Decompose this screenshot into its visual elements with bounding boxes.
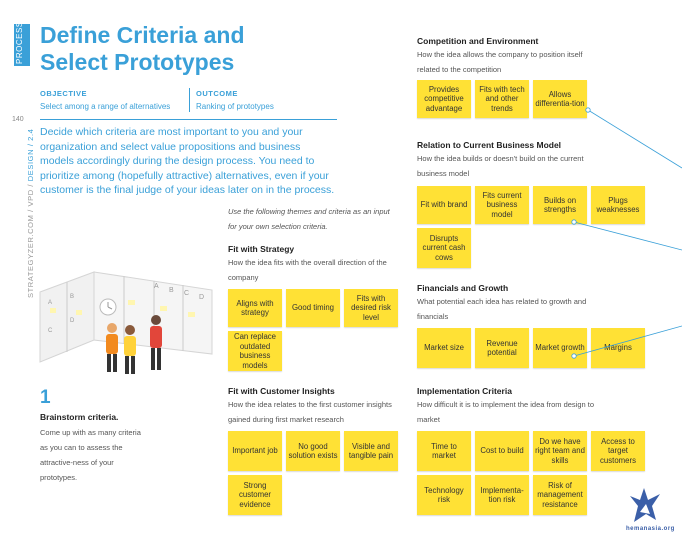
strategy-title: Fit with Strategy	[228, 244, 295, 254]
connector-line	[573, 221, 682, 251]
note-time-to-market: Time to market	[417, 431, 471, 471]
note-important-job: Important job	[228, 431, 282, 471]
note-revenue-potential: Revenue potential	[475, 328, 529, 368]
note-fits-current-business-model: Fits current business model	[475, 186, 529, 224]
objective-rule	[40, 119, 337, 120]
objective-text: Select among a range of alternatives	[40, 102, 171, 111]
mini-sticky	[188, 312, 195, 317]
business-model-description: How the idea builds or doesn't build on …	[417, 154, 584, 178]
note-technology-risk: Technology risk	[417, 475, 471, 515]
note-disrupts-current-cash-cows: Disrupts current cash cows	[417, 228, 471, 268]
hint-text: Use the following themes and criteria as…	[228, 207, 390, 231]
board2-label-c: C	[184, 290, 189, 297]
outcome-text: Ranking of prototypes	[196, 102, 274, 111]
note-margins: Margins	[591, 328, 645, 368]
mini-sticky	[160, 306, 167, 311]
competition-title: Competition and Environment	[417, 36, 539, 46]
objective-label: OBJECTIVE	[40, 89, 88, 98]
step-description: Come up with as many criteria as you can…	[40, 428, 141, 482]
note-fits-with-tech-and-other-trends: Fits with tech and other trends	[475, 80, 529, 118]
mini-sticky	[50, 308, 56, 313]
board1-label-c: C	[48, 328, 53, 334]
note-risk-of-management-resistance: Risk of management resistance	[533, 475, 587, 515]
competition-description: How the idea allows the company to posit…	[417, 50, 583, 74]
note-implementation-risk: Implementa-tion risk	[475, 475, 529, 515]
note-provides-competitive-advantage: Provides competitive advantage	[417, 80, 471, 118]
note-can-replace-outdated-business-models: Can replace outdated business models	[228, 331, 282, 371]
note-market-growth: Market growth	[533, 328, 587, 368]
spine-section: DESIGN / 2.4	[26, 128, 35, 182]
implementation-title: Implementation Criteria	[417, 386, 512, 396]
note-aligns-with-strategy: Aligns with strategy	[228, 289, 282, 327]
financials-description: What potential each idea has related to …	[417, 297, 587, 321]
page-number: 140	[12, 116, 24, 123]
outcome-label: OUTCOME	[196, 89, 238, 98]
process-tab-label: PROCESS	[15, 21, 24, 64]
note-allows-differentiation: Allows differentia-tion	[533, 80, 587, 118]
note-cost-to-build: Cost to build	[475, 431, 529, 471]
board2-label-b: B	[169, 287, 174, 294]
board1-label-a: A	[48, 300, 52, 306]
note-access-to-target-customers: Access to target customers	[591, 431, 645, 471]
note-fit-with-brand: Fit with brand	[417, 186, 471, 224]
note-good-timing: Good timing	[286, 289, 340, 327]
note-market-size: Market size	[417, 328, 471, 368]
bird-logo-icon	[630, 488, 660, 522]
mini-sticky	[76, 310, 82, 315]
board2-label-a: A	[154, 283, 159, 290]
note-no-good-solution-exists: No good solution exists	[286, 431, 340, 471]
logo-text: hemanasia.org	[626, 526, 675, 532]
spine-text: STRATEGYZER.COM / VPD / DESIGN / 2.4	[26, 129, 35, 298]
board1-label-d: D	[70, 318, 75, 324]
person-yellow	[124, 325, 136, 374]
note-do-we-have-right-team-and-skills: Do we have right team and skills	[533, 431, 587, 471]
implementation-description: How difficult it is to implement the ide…	[417, 400, 595, 424]
step-title: Brainstorm criteria.	[40, 412, 119, 422]
board2-label-d: D	[199, 294, 204, 301]
page-title-line2: Select Prototypes	[40, 49, 235, 75]
strategy-description: How the idea fits with the overall direc…	[228, 258, 387, 282]
person-orange	[106, 323, 118, 372]
objective-divider	[189, 88, 190, 112]
intro-paragraph: Decide which criteria are most important…	[40, 126, 335, 196]
brainstorm-illustration: A B C D A B C D	[39, 271, 213, 374]
connector-line	[587, 109, 682, 169]
page-title-line1: Define Criteria and	[40, 22, 245, 48]
insights-description: How the idea relates to the first custom…	[228, 400, 392, 424]
mini-sticky	[128, 300, 135, 305]
board1-label-b: B	[70, 294, 74, 300]
insights-title: Fit with Customer Insights	[228, 386, 335, 396]
note-visible-and-tangible-pain: Visible and tangible pain	[344, 431, 398, 471]
step-number: 1	[40, 387, 51, 408]
page-title: Define Criteria and Select Prototypes	[40, 22, 245, 76]
note-builds-on-strengths: Builds on strengths	[533, 186, 587, 224]
business-model-title: Relation to Current Business Model	[417, 140, 562, 150]
note-strong-customer-evidence: Strong customer evidence	[228, 475, 282, 515]
process-tab: PROCESS	[14, 21, 30, 66]
note-fits-with-desired-risk-level: Fits with desired risk level	[344, 289, 398, 327]
note-plugs-weaknesses: Plugs weaknesses	[591, 186, 645, 224]
financials-title: Financials and Growth	[417, 283, 509, 293]
spine-prefix: STRATEGYZER.COM / VPD /	[26, 181, 35, 298]
person-red	[150, 315, 162, 370]
